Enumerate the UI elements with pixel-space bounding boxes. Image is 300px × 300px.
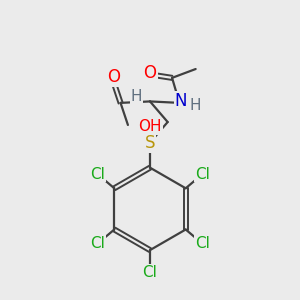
Text: OH: OH [138,119,162,134]
Text: Cl: Cl [142,265,158,280]
Text: Cl: Cl [90,236,105,251]
Text: Cl: Cl [195,167,210,182]
Text: Cl: Cl [195,236,210,251]
Text: O: O [143,64,157,82]
Text: H: H [131,89,142,104]
Text: N: N [175,92,187,110]
Text: H: H [189,98,200,113]
Text: O: O [107,68,120,86]
Text: Cl: Cl [90,167,105,182]
Text: S: S [145,134,155,152]
